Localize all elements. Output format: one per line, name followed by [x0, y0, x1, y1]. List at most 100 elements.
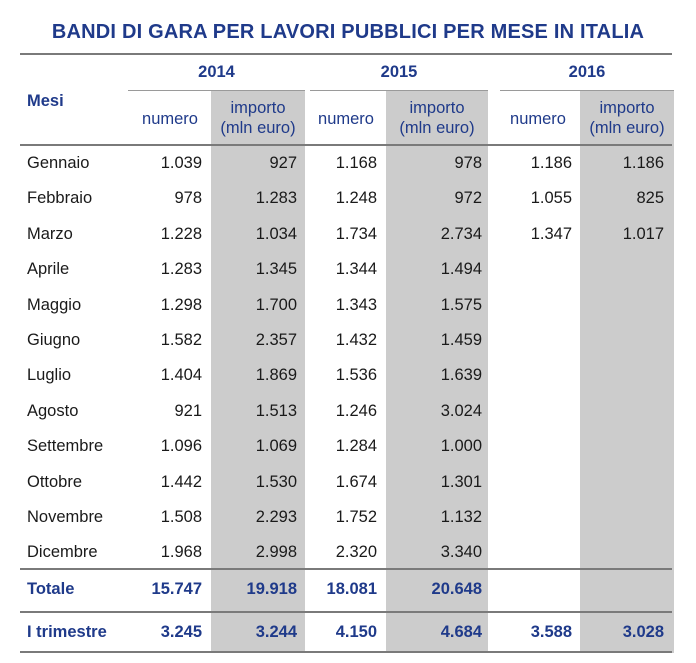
- cell-mese: Aprile: [27, 260, 70, 279]
- header-numero-2016: numero: [510, 110, 566, 128]
- bottom-rule: [20, 651, 672, 653]
- cell-mese: Novembre: [27, 508, 104, 526]
- header-importo-label: importo: [230, 99, 286, 117]
- cell-i2014: 19.918: [246, 580, 297, 598]
- cell-n2015: 1.248: [335, 189, 377, 208]
- cell-i2016: 1.017: [622, 224, 664, 243]
- cell-n2014: 1.283: [160, 260, 202, 279]
- header-numero-2015: numero: [318, 110, 374, 128]
- cell-i2015: 1.000: [440, 437, 482, 456]
- cell-n2014: 3.245: [160, 623, 202, 641]
- cell-mese: Ottobre: [27, 472, 83, 491]
- cell-n2016: 1.055: [530, 189, 572, 208]
- cell-n2014: 1.582: [160, 331, 202, 349]
- header-importo-2016: importo (mln euro): [580, 98, 674, 138]
- cell-mese: Febbraio: [27, 189, 93, 208]
- cell-n2014: 15.747: [151, 580, 202, 598]
- header-rule: [20, 144, 672, 146]
- cell-mese: Marzo: [27, 224, 73, 243]
- cell-n2014: 1.404: [160, 366, 202, 385]
- cell-i2016: 825: [636, 189, 664, 208]
- cell-mese: Totale: [27, 580, 75, 598]
- cell-i2015: 3.024: [440, 401, 482, 420]
- cell-i2015: 20.648: [431, 580, 482, 598]
- header-importo-2015: importo (mln euro): [386, 98, 488, 138]
- header-importo-unit: (mln euro): [589, 119, 665, 137]
- cell-i2015: 1.575: [440, 295, 482, 314]
- cell-n2015: 18.081: [326, 580, 377, 598]
- cell-n2015: 1.432: [335, 331, 377, 349]
- cell-i2015: 1.132: [440, 508, 482, 526]
- cell-i2014: 2.357: [255, 331, 297, 349]
- cell-i2015: 2.734: [440, 224, 482, 243]
- cell-i2014: 927: [269, 154, 297, 172]
- header-year-2016: 2016: [568, 63, 606, 81]
- cell-mese: Agosto: [27, 401, 79, 420]
- shade-importo-2015: [386, 91, 488, 653]
- shade-importo-2014: [211, 91, 305, 653]
- shade-importo-2016: [580, 91, 674, 653]
- cell-n2015: 1.343: [335, 295, 377, 314]
- totale-rule: [20, 568, 672, 570]
- cell-n2016: 1.186: [530, 154, 572, 172]
- cell-n2015: 4.150: [335, 623, 377, 641]
- cell-i2014: 3.244: [255, 623, 297, 641]
- header-year-2014: 2014: [198, 63, 235, 81]
- cell-i2015: 3.340: [440, 543, 482, 562]
- header-numero-2014: numero: [142, 110, 198, 128]
- cell-n2015: 2.320: [335, 543, 377, 562]
- page-title: BANDI DI GARA PER LAVORI PUBBLICI PER ME…: [51, 21, 645, 43]
- cell-n2014: 1.228: [160, 224, 202, 243]
- cell-i2014: 1.869: [255, 366, 297, 385]
- cell-n2015: 1.536: [335, 366, 377, 385]
- header-importo-label: importo: [409, 99, 465, 117]
- header-mesi: Mesi: [27, 92, 64, 110]
- cell-mese: Maggio: [27, 295, 82, 314]
- header-importo-unit: (mln euro): [399, 119, 475, 137]
- cell-i2016: 3.028: [622, 623, 664, 641]
- cell-i2015: 1.639: [440, 366, 482, 385]
- cell-n2016: 3.588: [530, 623, 572, 641]
- cell-i2014: 1.345: [255, 260, 297, 279]
- cell-mese: Gennaio: [27, 154, 90, 172]
- cell-n2016: 1.347: [530, 224, 572, 243]
- year-underline-2016: [500, 90, 674, 91]
- cell-i2015: 1.494: [440, 260, 482, 279]
- cell-i2014: 2.293: [255, 508, 297, 526]
- cell-n2015: 1.734: [335, 224, 377, 243]
- cell-n2015: 1.168: [335, 154, 377, 172]
- cell-n2014: 1.096: [160, 437, 202, 456]
- cell-mese: Luglio: [27, 366, 72, 385]
- cell-n2015: 1.246: [335, 401, 377, 420]
- cell-i2015: 1.301: [440, 472, 482, 491]
- header-importo-label: importo: [599, 99, 655, 117]
- cell-n2014: 1.298: [160, 295, 202, 314]
- cell-mese: I trimestre: [27, 623, 107, 641]
- cell-n2014: 1.442: [160, 472, 202, 491]
- cell-i2014: 1.513: [255, 401, 297, 420]
- header-importo-unit: (mln euro): [220, 119, 296, 137]
- cell-n2014: 921: [174, 401, 202, 420]
- cell-i2014: 1.283: [255, 189, 297, 208]
- cell-i2015: 972: [454, 189, 482, 208]
- cell-n2015: 1.752: [335, 508, 377, 526]
- cell-n2015: 1.284: [335, 437, 377, 456]
- cell-i2014: 1.700: [255, 295, 297, 314]
- cell-mese: Giugno: [27, 331, 81, 349]
- trimestre-rule: [20, 611, 672, 613]
- cell-mese: Dicembre: [27, 543, 98, 562]
- cell-i2014: 1.034: [255, 224, 297, 243]
- cell-i2015: 4.684: [440, 623, 482, 641]
- cell-i2015: 978: [454, 154, 482, 172]
- cell-n2015: 1.344: [335, 260, 377, 279]
- cell-n2014: 1.968: [160, 543, 202, 562]
- top-rule: [20, 53, 672, 55]
- header-importo-2014: importo (mln euro): [211, 98, 305, 138]
- cell-n2014: 978: [174, 189, 202, 208]
- header-year-2015: 2015: [380, 63, 418, 81]
- year-underline-2014: [128, 90, 305, 91]
- year-underline-2015: [310, 90, 488, 91]
- cell-i2015: 1.459: [440, 331, 482, 349]
- cell-mese: Settembre: [27, 437, 104, 456]
- cell-i2014: 2.998: [255, 543, 297, 562]
